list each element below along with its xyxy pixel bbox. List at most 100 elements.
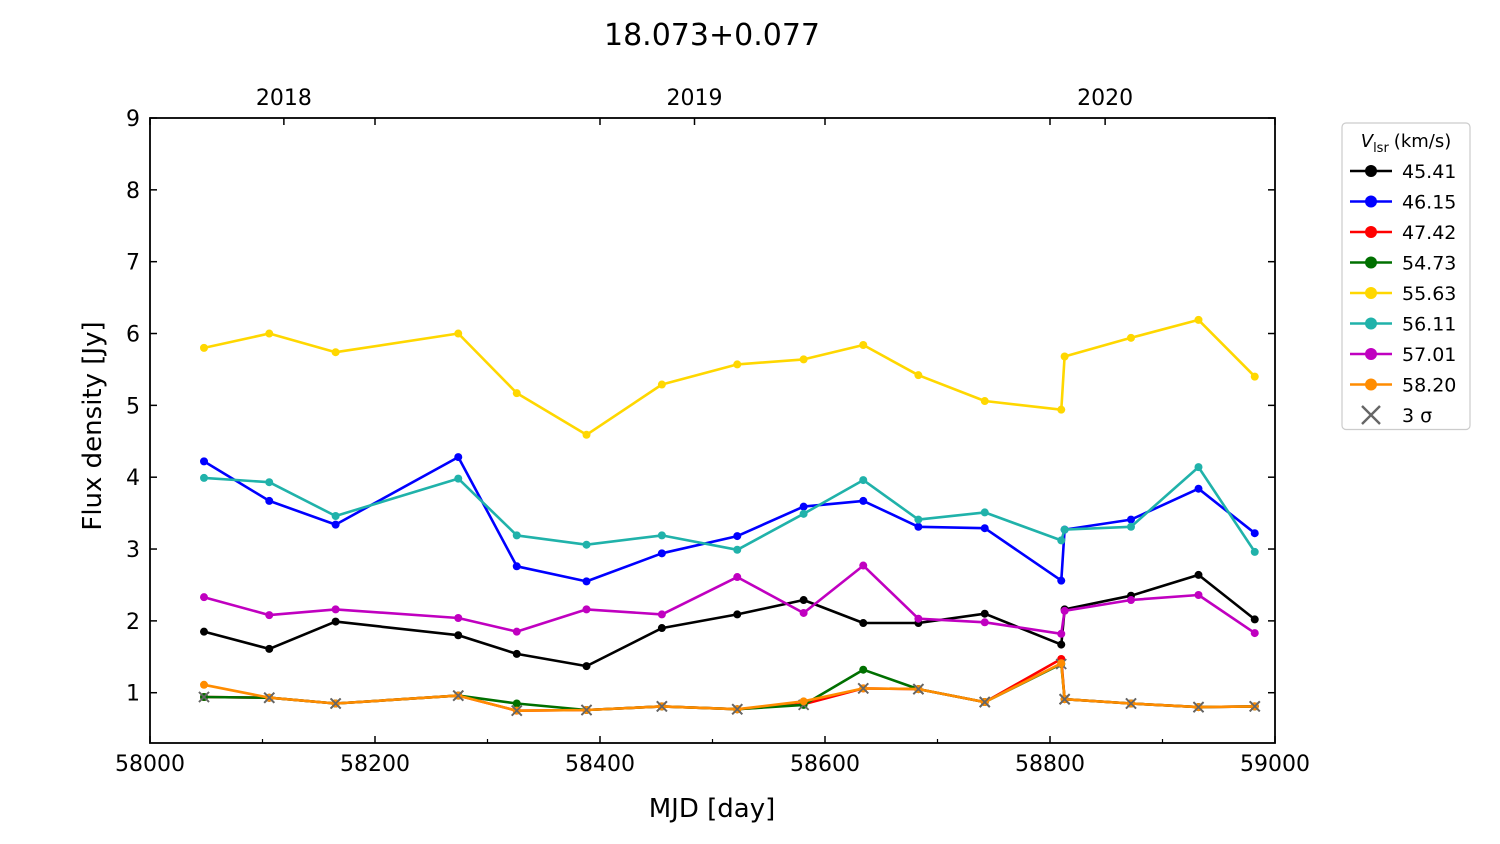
legend-item: 54.73 [1350,253,1456,275]
data-point [657,380,666,389]
y-tick-label: 9 [126,107,140,132]
legend-item: 47.42 [1350,222,1456,244]
legend-label: 57.01 [1402,344,1456,366]
data-point [733,610,742,619]
data-point [1127,596,1135,605]
data-point [980,609,989,618]
legend-swatch-marker [1365,287,1377,299]
data-point [454,329,463,338]
data-point [1194,591,1203,600]
legend-label: 54.73 [1402,253,1456,275]
data-point [454,453,463,462]
series-56-11 [200,463,1259,556]
legend-swatch-marker [1365,195,1377,208]
data-point [265,611,274,620]
legend-swatch-marker [1365,378,1377,391]
legend-label: 47.42 [1402,222,1456,244]
plot-frame [149,117,1276,744]
data-point [265,644,274,653]
data-point [1194,463,1203,472]
data-point [1194,315,1203,324]
legend-swatch-marker [1365,165,1377,177]
data-point [859,665,868,674]
data-point [980,508,989,517]
legend: Vlsr (km/s) 45.41 46.15 47.42 54.73 55.63 56.11… [1341,122,1471,431]
data-point [799,355,808,364]
legend-sigma-marker [1361,405,1381,425]
upper-limit-marker [857,682,869,695]
upper-limit-marker [1249,700,1261,712]
x-tick-label: 58000 [115,752,185,777]
y-tick-label: 8 [126,179,140,204]
data-point [980,397,989,406]
year-tick-label: 2019 [667,86,723,111]
legend-title-symbol: V [1361,131,1375,152]
series-layer [198,315,1261,717]
x-tick-label: 58600 [790,752,860,777]
data-point [1057,640,1066,649]
data-point [1127,333,1135,342]
data-point [1194,484,1203,493]
y-tick-label: 1 [126,682,140,707]
data-point [512,699,521,708]
data-point [1057,536,1066,545]
data-point [1057,405,1066,414]
data-point [200,593,208,602]
data-point [512,562,521,571]
data-point [1250,372,1259,381]
x-tick-label: 59000 [1240,752,1310,777]
data-point [657,624,666,633]
series-45-41 [200,570,1259,671]
data-point [582,430,591,439]
series-57-01 [200,561,1259,638]
data-point [1194,570,1203,579]
x-tick-label: 58800 [1015,752,1085,777]
data-point [1057,659,1066,668]
y-tick-label: 3 [126,538,140,563]
year-tick-label: 2018 [256,86,312,111]
series-47-42 [198,654,1261,717]
y-tick-label: 5 [126,394,140,419]
legend-title: Vlsr (km/s) [1361,131,1452,156]
y-tick-label: 4 [126,466,140,491]
series-line [203,573,1256,668]
series-line [203,661,1255,713]
data-point [582,605,591,614]
upper-limit-marker [198,691,210,703]
upper-limit-marker [452,689,464,702]
data-point [657,549,666,558]
upper-limit-marker [329,697,342,710]
data-point [331,511,340,520]
legend-sigma-label: 3 σ [1402,405,1432,427]
data-point [859,476,868,485]
data-point [200,473,208,482]
legend-swatch-marker [1365,348,1377,360]
data-point [200,680,208,689]
y-tick-label: 7 [126,251,140,276]
legend-swatch-marker [1365,226,1377,238]
legend-swatch-marker [1365,256,1377,269]
data-point [733,532,742,541]
data-point [1250,547,1259,556]
data-point [454,474,463,483]
data-point [512,649,521,658]
legend-title-unit: (km/s) [1394,131,1451,152]
year-tick-label: 2020 [1077,86,1133,111]
data-point [1060,606,1069,615]
data-point [331,348,340,357]
data-point [799,502,808,511]
data-point [980,618,989,627]
axes: 58000 58200 58400 58600 58800 59000 2018 2019 20… [115,86,1310,777]
data-point [859,341,868,350]
legend-item-sigma: 3 σ [1361,405,1432,427]
data-point [512,389,521,398]
data-point [733,573,742,582]
data-point [733,545,742,554]
x-tick-label: 58400 [565,752,635,777]
legend-title-subscript: lsr [1373,141,1389,156]
data-point [582,662,591,671]
upper-limit-marker [580,704,593,716]
legend-label: 45.41 [1402,161,1456,183]
data-point [1057,629,1066,638]
upper-limit-marker [263,692,275,704]
